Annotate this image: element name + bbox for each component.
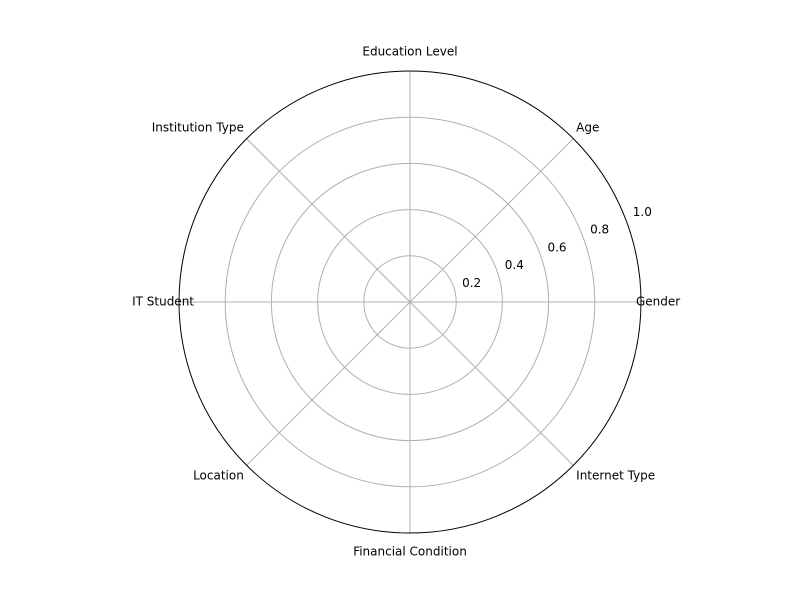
r-tick-label: 0.8 — [590, 223, 609, 237]
label-layer: 0.2 0.4 0.6 0.8 1.0 Gender Age Education Level I… — [132, 45, 680, 559]
spoke-1 — [409, 138, 574, 303]
category-label-internet-type: Internet Type — [576, 469, 655, 483]
r-tick-label: 1.0 — [633, 205, 652, 219]
grid-ring-3 — [224, 116, 596, 488]
grid-ring-1 — [317, 209, 503, 395]
category-label-age: Age — [576, 120, 599, 134]
polar-frame — [178, 70, 642, 534]
frame-layer — [178, 70, 642, 534]
r-tick-label: 0.2 — [462, 276, 481, 290]
spoke-7 — [409, 301, 574, 466]
category-label-institution-type: Institution Type — [152, 120, 244, 134]
grid-layer — [179, 71, 641, 533]
category-label-financial-condition: Financial Condition — [353, 545, 467, 559]
category-label-it-student: IT Student — [132, 295, 194, 309]
r-tick-label: 0.4 — [505, 258, 524, 272]
grid-ring-0 — [363, 255, 457, 349]
grid-ring-2 — [270, 162, 550, 442]
category-label-location: Location — [193, 469, 244, 483]
spoke-3 — [246, 138, 411, 303]
r-tick-label: 0.6 — [547, 240, 566, 254]
category-label-gender: Gender — [636, 295, 680, 309]
spoke-5 — [246, 301, 411, 466]
category-label-education-level: Education Level — [362, 45, 457, 59]
